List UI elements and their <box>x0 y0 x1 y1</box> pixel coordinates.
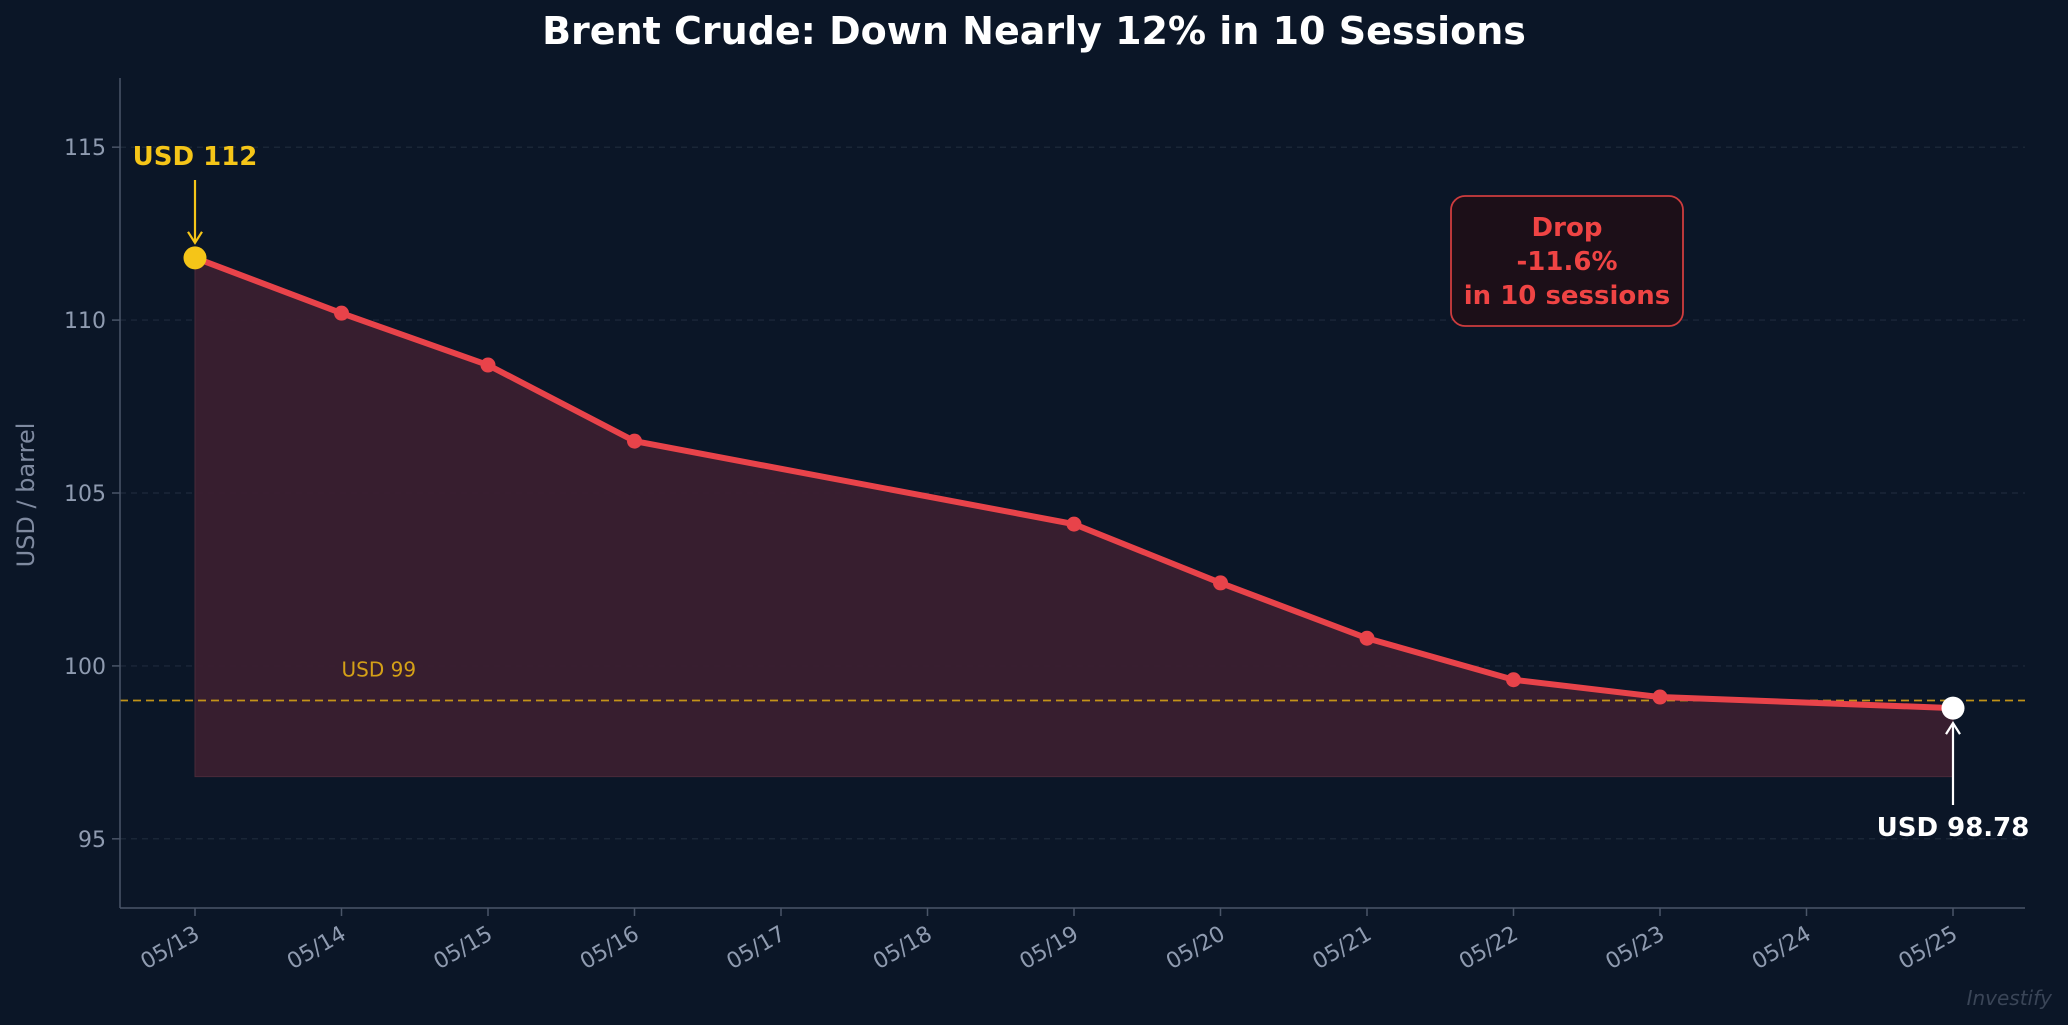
y-tick-label: 115 <box>64 136 106 161</box>
x-tick-label: 05/15 <box>430 922 497 975</box>
data-point <box>334 305 349 321</box>
x-tick-label: 05/18 <box>869 922 936 975</box>
series-line <box>192 254 1956 712</box>
drop-summary-line: Drop <box>1532 213 1603 243</box>
reference-line-label: USD 99 <box>342 658 417 682</box>
x-tick-label: 05/23 <box>1602 922 1669 975</box>
end-annotation-arrowhead <box>1945 721 1961 735</box>
drop-summary-box <box>1450 195 1684 327</box>
x-tick-label: 05/22 <box>1455 922 1522 975</box>
start-annotation-arrowhead <box>187 231 203 245</box>
x-tick-label: 05/20 <box>1162 922 1229 975</box>
data-point <box>627 433 642 449</box>
watermark: Investify <box>1967 986 2054 1010</box>
data-point <box>183 246 207 270</box>
drop-summary-line: -11.6% <box>1517 247 1618 277</box>
data-point <box>1941 696 1965 720</box>
y-tick-label: 105 <box>64 482 106 507</box>
data-point <box>1066 516 1082 532</box>
start-price-annotation: USD 112 <box>133 142 258 172</box>
drop-summary-line: in 10 sessions <box>1464 281 1671 311</box>
data-point <box>1652 689 1668 705</box>
x-tick-label: 05/16 <box>576 922 643 975</box>
x-tick-label: 05/13 <box>137 922 204 975</box>
x-tick-label: 05/17 <box>723 922 790 975</box>
data-point <box>1359 630 1375 646</box>
x-tick-label: 05/24 <box>1748 922 1815 975</box>
y-axis-label: USD / barrel <box>12 423 40 568</box>
chart-title: Brent Crude: Down Nearly 12% in 10 Sessi… <box>542 9 1526 53</box>
data-point <box>1213 575 1228 591</box>
data-points-layer <box>183 246 1965 720</box>
end-price-annotation: USD 98.78 <box>1877 813 2030 843</box>
series-line-layer <box>192 254 1956 712</box>
data-point <box>1506 672 1521 688</box>
y-tick-label: 95 <box>78 828 106 853</box>
x-tick-label: 05/14 <box>283 922 350 975</box>
y-tick-label: 110 <box>64 309 106 334</box>
annotations-layer: USD 112 USD 98.78 Drop -11.6% in 10 sessions <box>133 142 2030 843</box>
x-tick-label: 05/19 <box>1016 922 1083 975</box>
grid-layer <box>120 146 2025 840</box>
data-point <box>480 357 496 373</box>
y-tick-label: 100 <box>64 655 106 680</box>
x-tick-label: 05/25 <box>1895 922 1962 975</box>
x-tick-label: 05/21 <box>1309 922 1376 975</box>
